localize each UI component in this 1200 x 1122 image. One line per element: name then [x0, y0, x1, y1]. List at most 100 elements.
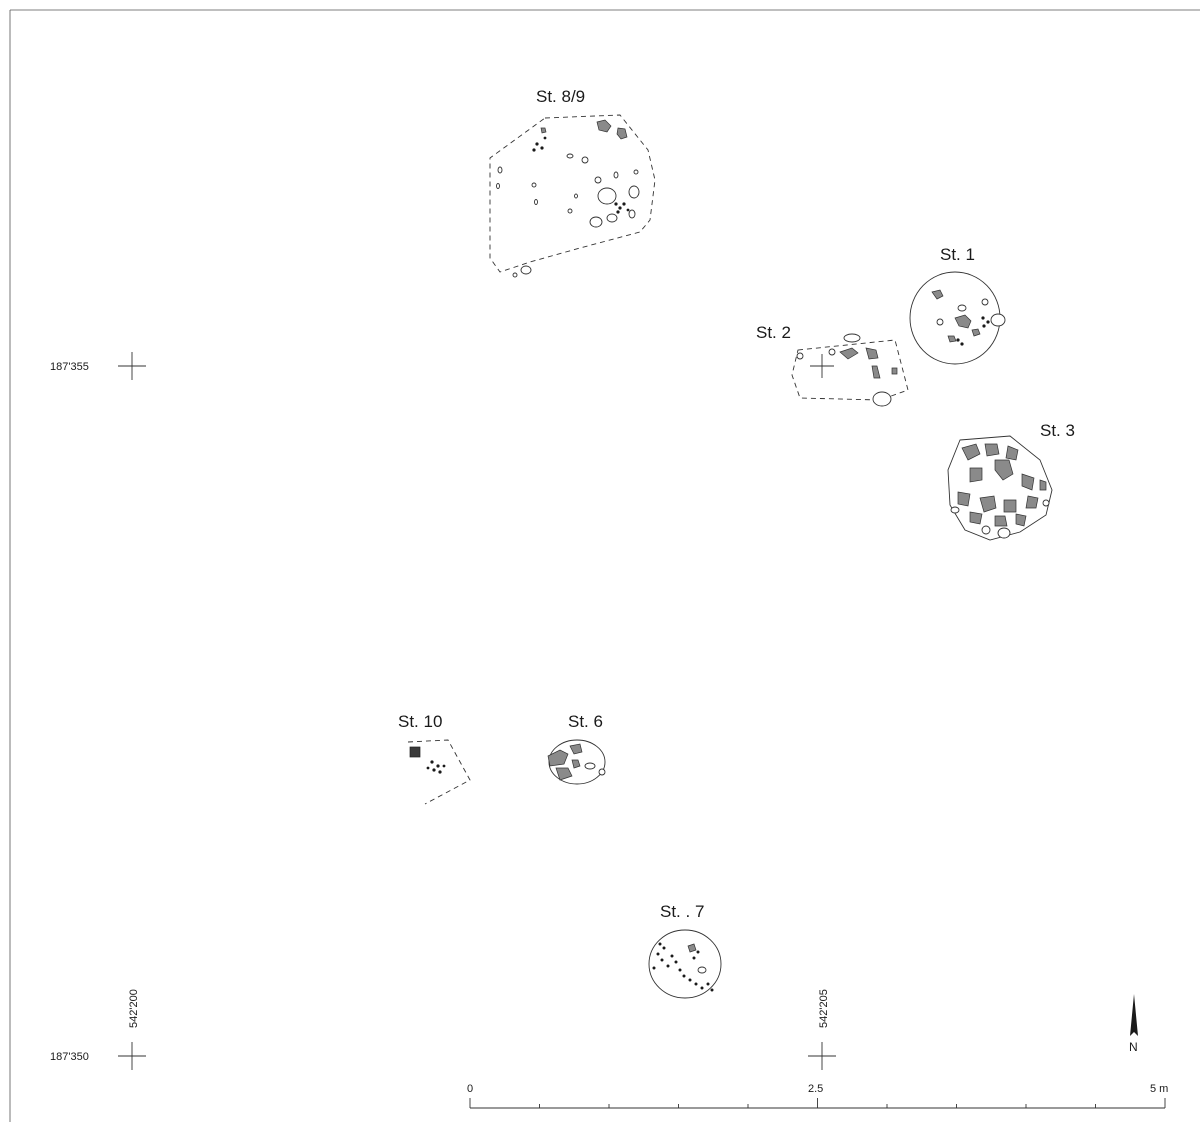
stone [598, 768, 606, 776]
stone-dark [409, 746, 421, 758]
find-dot [688, 978, 692, 982]
stone [1021, 473, 1035, 491]
stone [969, 467, 983, 483]
find-dot [626, 208, 630, 212]
find-dot [981, 316, 985, 320]
north-coord-bottom: 187'350 [50, 1051, 89, 1063]
feature-label-st7: St. . 7 [660, 902, 704, 921]
find-dot [666, 964, 670, 968]
find-dot [692, 956, 696, 960]
stone [571, 759, 581, 769]
stone [981, 298, 989, 306]
feature-st3: St. 3 [947, 421, 1075, 541]
stone [1042, 499, 1050, 507]
stone [606, 213, 618, 223]
feature-st10: St. 10 [398, 712, 471, 805]
feature-label-st89: St. 8/9 [536, 87, 585, 106]
stone [566, 153, 574, 159]
stone [931, 289, 944, 300]
feature-label-st3: St. 3 [1040, 421, 1075, 440]
grid-cross-top-left: 187'355 [50, 352, 146, 380]
find-dot [706, 982, 710, 986]
stone [1005, 445, 1019, 461]
stone [839, 347, 859, 360]
feature-outline-st10 [407, 739, 471, 805]
stone [981, 525, 991, 535]
stone [581, 156, 589, 164]
stone [496, 183, 500, 189]
stone [971, 328, 981, 337]
stone [843, 333, 861, 343]
stone [828, 348, 836, 356]
stone [697, 966, 707, 974]
find-dot [614, 202, 618, 206]
find-dot [616, 210, 620, 214]
stone [534, 199, 538, 205]
stone [540, 127, 547, 134]
stone [936, 318, 944, 326]
stone [531, 182, 537, 188]
find-dot [532, 148, 536, 152]
stone [613, 171, 619, 179]
find-dot [658, 942, 662, 946]
feature-outline-st3 [947, 435, 1053, 541]
north-arrow-shape [1130, 994, 1138, 1036]
find-dot [660, 958, 664, 962]
scale-label-start: 0 [467, 1083, 473, 1095]
stone [616, 127, 628, 140]
feature-st2: St. 2 [756, 323, 909, 407]
north-coord-top: 187'355 [50, 361, 89, 373]
find-dot [426, 766, 430, 770]
find-dot [442, 764, 446, 768]
find-dot [618, 206, 622, 210]
feature-st1: St. 1 [909, 245, 1006, 365]
feature-st89: St. 8/9 [489, 87, 656, 278]
stone [947, 335, 957, 343]
scale-bar: 0 2.5 5 m [467, 1083, 1168, 1109]
feature-label-st10: St. 10 [398, 712, 442, 731]
stone [865, 347, 879, 360]
east-coord-left: 542'200 [128, 989, 140, 1028]
scale-ticks [469, 1098, 1166, 1108]
find-dot [694, 982, 698, 986]
find-dot [430, 760, 434, 764]
find-dot [700, 986, 704, 990]
stone [1025, 495, 1039, 509]
stone [979, 495, 997, 513]
stone [596, 119, 612, 133]
find-dot [670, 954, 674, 958]
stone [574, 193, 578, 199]
find-dot [982, 324, 986, 328]
stone [597, 187, 617, 205]
feature-st6: St. 6 [547, 712, 606, 785]
find-dot [622, 202, 626, 206]
find-dot [432, 768, 436, 772]
find-dot [960, 342, 964, 346]
stone [633, 169, 639, 175]
scale-label-mid: 2.5 [808, 1083, 823, 1095]
stone [990, 313, 1006, 327]
find-dot [956, 338, 960, 342]
stone [871, 365, 881, 379]
find-dot [543, 136, 547, 140]
east-coord-right: 542'205 [818, 989, 830, 1028]
stone [520, 265, 532, 275]
stone [1039, 479, 1047, 491]
feature-outline-st7 [648, 929, 722, 999]
stone [872, 391, 892, 407]
stone [984, 443, 1000, 457]
stone [796, 352, 804, 360]
find-dot [710, 988, 714, 992]
find-dot [682, 974, 686, 978]
stone [628, 185, 640, 199]
find-dot [652, 966, 656, 970]
stone [957, 304, 967, 312]
stone [969, 511, 983, 525]
find-dot [656, 952, 660, 956]
find-dot [540, 146, 544, 150]
stone [594, 176, 602, 184]
find-dot [662, 946, 666, 950]
north-label: N [1129, 1040, 1138, 1054]
find-dot [674, 960, 678, 964]
stone [584, 762, 596, 770]
